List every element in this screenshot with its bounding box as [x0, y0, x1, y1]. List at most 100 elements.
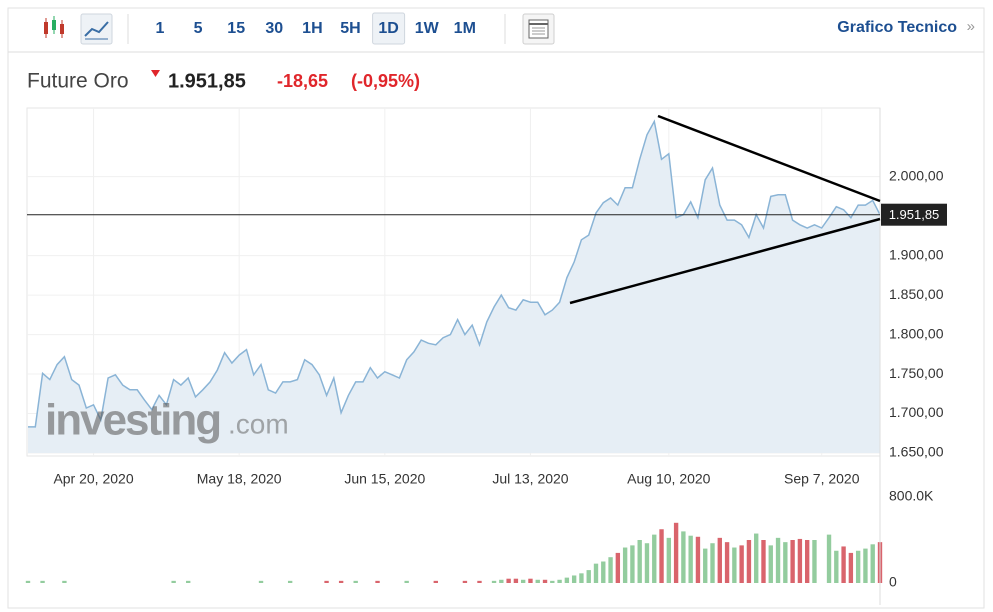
volume-bar [404, 580, 409, 583]
volume-bar [608, 557, 613, 583]
volume-bar [513, 578, 519, 583]
volume-bar [338, 580, 344, 583]
y-tick-label: 1.650,00 [889, 444, 944, 460]
volume-bar [186, 580, 191, 583]
volume-bar [673, 522, 679, 583]
volume-bar [775, 537, 781, 583]
volume-bar [644, 543, 650, 583]
y-tick-label: 2.000,00 [889, 167, 944, 183]
interval-button[interactable]: 1D [378, 20, 398, 37]
x-tick-label: Jul 13, 2020 [492, 471, 568, 487]
volume-bar [520, 579, 526, 583]
volume-bar [40, 580, 45, 583]
x-tick-label: Aug 10, 2020 [627, 471, 711, 487]
volume-bar [659, 529, 664, 583]
volume-bar [804, 540, 810, 583]
volume-bar [462, 580, 468, 583]
watermark-suffix: .com [228, 408, 289, 439]
volume-bar [848, 552, 854, 583]
link-arrow: » [967, 18, 975, 35]
volume-bar [433, 580, 438, 583]
volume-tick-label: 800.0K [889, 488, 934, 504]
x-tick-label: May 18, 2020 [197, 471, 282, 487]
settings-icon[interactable] [522, 13, 555, 45]
volume-bar [724, 542, 730, 583]
volume-bar [593, 563, 599, 583]
volume-bar [564, 577, 570, 583]
volume-bar [258, 580, 264, 583]
volume-bar [491, 580, 497, 583]
volume-bar [754, 533, 759, 583]
volume-bar [506, 578, 511, 583]
interval-button[interactable]: 1W [415, 20, 440, 37]
volume-bar [812, 540, 817, 583]
volume-bar [717, 537, 722, 583]
x-tick-label: Apr 20, 2020 [53, 471, 133, 487]
volume-bar [732, 547, 737, 583]
volume-bar [666, 537, 672, 583]
volume-bar [528, 578, 533, 583]
volume-bar [841, 546, 846, 583]
technical-link[interactable]: Grafico Tecnico [837, 19, 957, 36]
volume-bar [622, 547, 628, 583]
volume-bar [287, 580, 293, 583]
volume-bar [681, 531, 686, 583]
volume-bar [375, 580, 380, 583]
volume-bar [579, 573, 584, 583]
y-tick-label: 1.900,00 [889, 246, 944, 262]
volume-bar [710, 543, 715, 583]
line-icon[interactable] [80, 13, 113, 45]
volume-bar [586, 570, 591, 583]
last-price: 1.951,85 [168, 70, 246, 92]
interval-button[interactable]: 1M [454, 20, 476, 37]
volume-bar [25, 580, 31, 583]
watermark: investing .com [45, 396, 289, 445]
volume-bar [768, 545, 773, 583]
volume-bar [477, 580, 482, 583]
overlay: 1.951,85 [27, 203, 947, 226]
x-tick-label: Sep 7, 2020 [784, 471, 860, 487]
interval-button[interactable]: 1H [302, 20, 322, 37]
interval-button[interactable]: 15 [227, 20, 245, 37]
active-interval-box [372, 12, 406, 45]
volume-bar [550, 580, 555, 583]
volume-bar [695, 536, 701, 583]
volume-bar [615, 552, 621, 583]
candle-icon[interactable] [44, 16, 64, 38]
volume-bar [324, 580, 329, 583]
volume-bar [855, 550, 861, 583]
interval-button[interactable]: 30 [265, 20, 283, 37]
volume-bar [542, 579, 548, 583]
price-line [28, 119, 881, 428]
change: -18,65 [277, 71, 328, 91]
volume-bar [535, 579, 540, 583]
y-tick-label: 1.750,00 [889, 365, 944, 381]
volume-bar [739, 545, 744, 583]
volume-bar [761, 540, 766, 583]
volume-bar [601, 561, 606, 583]
volume-bar [797, 538, 803, 583]
change-pct: (-0,95%) [351, 71, 420, 91]
volume-bar [171, 580, 176, 583]
interval-button[interactable]: 5 [194, 20, 203, 37]
volume-bar [499, 579, 504, 583]
volume-bar [571, 575, 577, 583]
volume-bar [746, 540, 752, 583]
interval-button[interactable]: 1 [156, 20, 165, 37]
last-price-label: 1.951,85 [889, 207, 940, 222]
trend-line [569, 217, 881, 305]
volume-bar [863, 548, 868, 583]
volume-bar [783, 542, 788, 583]
volume-bar [790, 540, 795, 583]
volume-tick-label: 0 [889, 574, 897, 590]
trend-line [657, 114, 881, 203]
volume-bar [826, 534, 832, 583]
volume-bar [637, 540, 642, 583]
watermark-text: investing [45, 396, 220, 445]
interval-button[interactable]: 5H [340, 20, 360, 37]
volume-bar [652, 534, 657, 583]
instrument-name: Future Oro [27, 70, 129, 93]
marks [25, 119, 883, 583]
area-fill [28, 121, 880, 454]
